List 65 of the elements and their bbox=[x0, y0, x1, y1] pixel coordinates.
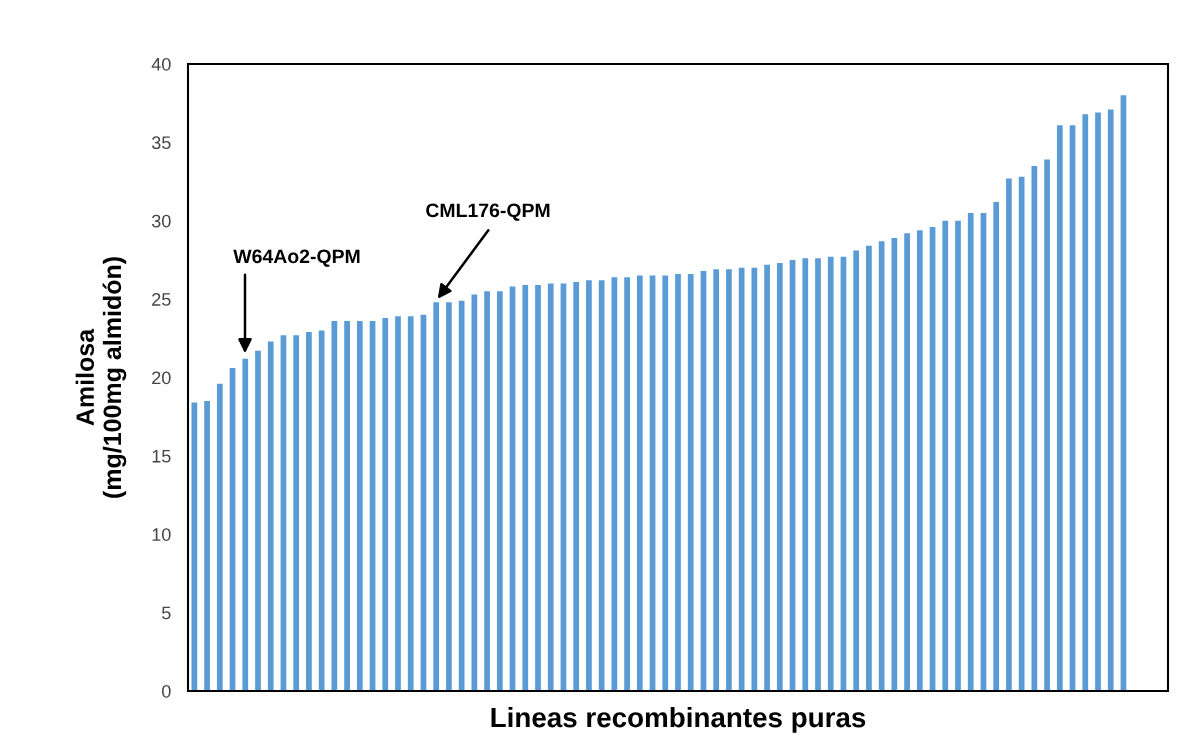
y-tick-label: 0 bbox=[162, 684, 171, 698]
bar bbox=[636, 275, 643, 691]
bar bbox=[776, 263, 783, 691]
x-axis-title: Lineas recombinantes puras bbox=[491, 706, 866, 733]
bar bbox=[407, 316, 414, 691]
bar bbox=[916, 230, 923, 691]
y-tick-label: 35 bbox=[151, 136, 171, 150]
bar bbox=[662, 275, 669, 691]
bar bbox=[204, 401, 210, 691]
bar bbox=[1056, 125, 1063, 691]
bar bbox=[293, 335, 300, 691]
bar bbox=[827, 256, 834, 691]
bar bbox=[446, 302, 452, 691]
bar bbox=[496, 291, 503, 691]
bar bbox=[993, 201, 1000, 691]
bar bbox=[1018, 176, 1025, 691]
bar bbox=[942, 220, 949, 691]
bar bbox=[573, 281, 580, 691]
bar bbox=[586, 280, 592, 691]
bar bbox=[535, 285, 541, 691]
bar bbox=[853, 250, 860, 691]
y-tick-label: 20 bbox=[152, 371, 171, 385]
bar bbox=[802, 258, 809, 691]
bar bbox=[675, 274, 681, 691]
bar bbox=[242, 358, 249, 691]
bar bbox=[267, 341, 274, 691]
bar bbox=[382, 317, 389, 691]
y-tick-label: 40 bbox=[151, 57, 171, 71]
bar bbox=[522, 285, 529, 691]
bar bbox=[955, 220, 961, 691]
bar bbox=[815, 258, 821, 691]
bar bbox=[1095, 112, 1101, 691]
bar bbox=[1082, 114, 1089, 691]
bar bbox=[484, 291, 490, 691]
y-tick-label: 10 bbox=[152, 528, 171, 541]
y-tick-label: 30 bbox=[151, 214, 171, 228]
bar bbox=[356, 321, 363, 691]
bar bbox=[433, 302, 440, 691]
bar bbox=[726, 269, 732, 691]
bar bbox=[624, 277, 630, 691]
annotation: W64Ao2-QPM bbox=[233, 249, 360, 267]
bar bbox=[395, 316, 401, 691]
y-axis-title: Amilosa (mg/100mg almidón) bbox=[75, 257, 127, 498]
bar bbox=[967, 212, 974, 691]
annotation: CML176-QPM bbox=[426, 203, 550, 221]
bar bbox=[1044, 159, 1050, 691]
bar bbox=[216, 383, 223, 691]
y-tick-label: 5 bbox=[162, 606, 171, 620]
bar bbox=[331, 321, 338, 691]
y-tick-label: 15 bbox=[152, 450, 171, 463]
bar bbox=[866, 245, 872, 691]
bar bbox=[904, 233, 910, 691]
y-tick-label: 25 bbox=[152, 293, 171, 306]
bar bbox=[1107, 109, 1114, 691]
bar bbox=[458, 300, 465, 691]
bar bbox=[547, 283, 554, 691]
bar bbox=[255, 350, 261, 691]
bar bbox=[764, 264, 770, 691]
bar bbox=[713, 269, 720, 691]
bar bbox=[318, 330, 325, 691]
bar bbox=[306, 332, 312, 691]
bar bbox=[687, 274, 694, 691]
bar bbox=[1006, 178, 1012, 691]
bar bbox=[344, 321, 350, 691]
bar bbox=[878, 241, 885, 691]
